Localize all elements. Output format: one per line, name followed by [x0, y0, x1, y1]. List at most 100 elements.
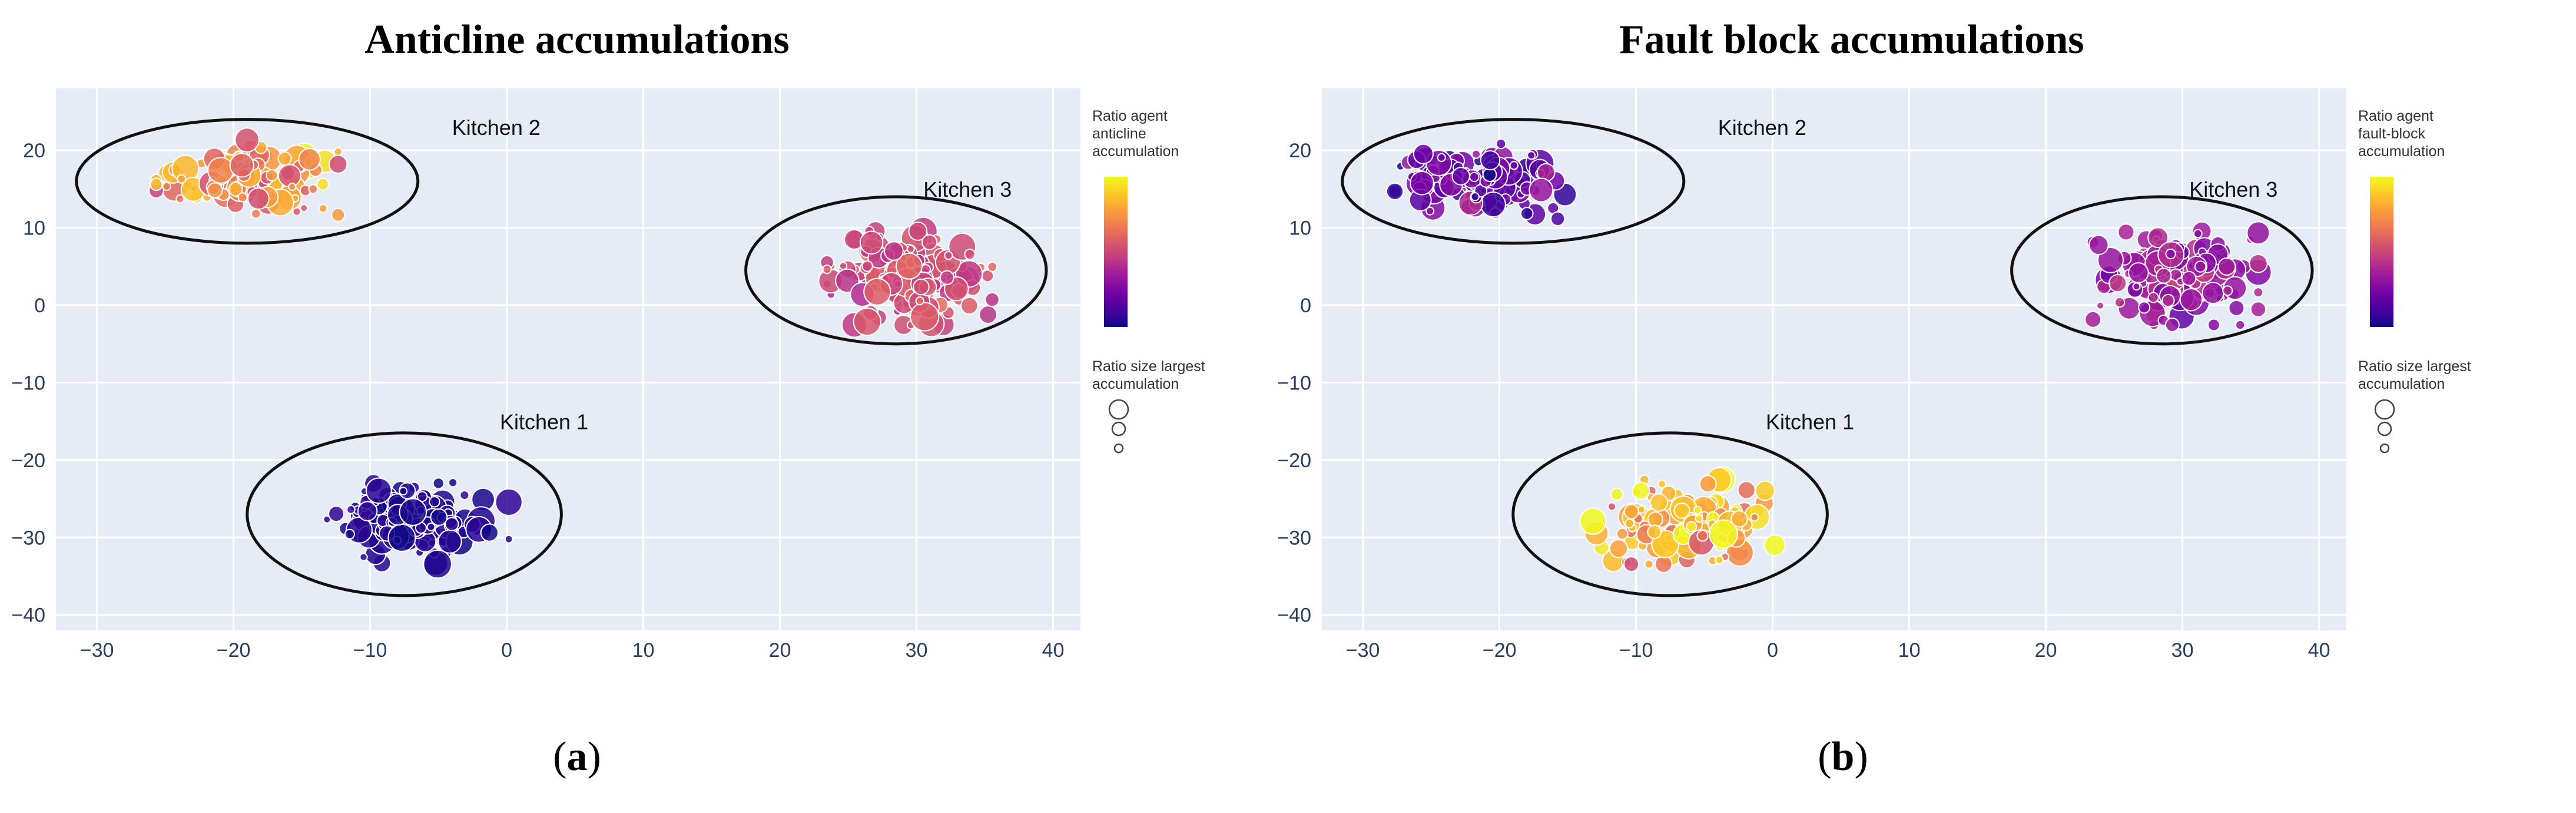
- cluster-ellipse: [246, 431, 563, 597]
- data-point: [432, 477, 445, 490]
- data-point: [277, 164, 301, 188]
- scatter-plot-fault-block: −30 −20 −10 0 10 20 30 40 −40 −30 −20 −10 0 10 20 Kitch…: [1277, 88, 2471, 662]
- data-point: [1649, 493, 1669, 512]
- panel-letter: a: [566, 734, 588, 779]
- data-point: [2246, 221, 2270, 245]
- size-legend-title: accumulation: [1092, 376, 1179, 392]
- colorbar-title: Ratio agent: [2358, 108, 2434, 124]
- x-tick-label: 10: [632, 639, 655, 662]
- data-point: [1673, 502, 1690, 519]
- data-point: [2097, 246, 2124, 273]
- size-legend-marker: [1111, 421, 1126, 437]
- x-tick-label: −30: [80, 639, 114, 662]
- data-point: [328, 154, 348, 174]
- x-tick-label: −20: [217, 639, 251, 662]
- panel-title: Anticline accumulations: [364, 17, 790, 62]
- data-point: [1610, 487, 1624, 501]
- colorbar: [1104, 177, 1128, 327]
- data-point: [1529, 177, 1554, 203]
- y-tick-label: −10: [1277, 372, 1311, 394]
- data-point: [448, 478, 458, 488]
- data-point: [430, 508, 448, 526]
- cluster-ellipse: [1341, 118, 1686, 245]
- y-tick-label: 20: [23, 140, 45, 162]
- data-point: [1410, 170, 1434, 196]
- colorbar-title: Ratio agent: [1092, 108, 1168, 124]
- data-point: [2181, 270, 2197, 286]
- data-point: [859, 230, 884, 255]
- colorbar-title: accumulation: [1092, 143, 1179, 160]
- data-point: [853, 307, 881, 336]
- x-tick-label: 30: [2171, 639, 2194, 662]
- data-point: [1715, 555, 1724, 564]
- data-point: [423, 549, 452, 579]
- data-point: [2235, 319, 2246, 331]
- data-point: [1520, 207, 1534, 220]
- panel-anticline: Anticline accumulations −30 −20 −10 0 10 20 30…: [0, 0, 1266, 813]
- data-point: [177, 174, 187, 184]
- data-point: [822, 265, 832, 275]
- cluster-ellipse: [2010, 195, 2314, 346]
- y-tick-label: −30: [1277, 527, 1311, 549]
- data-point: [1763, 534, 1786, 557]
- data-point: [344, 528, 355, 540]
- data-point: [1470, 192, 1480, 201]
- x-tick-label: −30: [1346, 639, 1380, 662]
- data-point: [234, 127, 260, 153]
- x-tick-label: 40: [2308, 639, 2330, 662]
- cluster-ellipse: [75, 118, 420, 245]
- x-tick-label: 0: [501, 639, 512, 662]
- data-point: [308, 184, 319, 194]
- data-point: [2117, 223, 2135, 241]
- data-point: [2088, 234, 2109, 256]
- data-point: [1750, 513, 1759, 522]
- y-tick-label: 10: [23, 217, 45, 240]
- cluster-label: Kitchen 1: [1766, 409, 1854, 434]
- data-point: [1451, 167, 1470, 186]
- y-tick-label: 0: [34, 295, 45, 317]
- data-point: [1647, 524, 1662, 540]
- data-point: [863, 277, 891, 306]
- data-point: [2207, 318, 2220, 332]
- data-point: [915, 296, 924, 306]
- data-point: [1709, 519, 1738, 549]
- data-point: [2164, 318, 2180, 332]
- data-point: [416, 491, 428, 503]
- data-point: [207, 182, 223, 199]
- data-point: [2202, 282, 2224, 305]
- cluster-label: Kitchen 2: [452, 115, 541, 140]
- data-point: [1623, 556, 1640, 573]
- data-point: [1737, 481, 1756, 500]
- data-point: [1695, 514, 1703, 523]
- y-tick-label: 20: [1289, 140, 1311, 162]
- data-point: [861, 260, 873, 272]
- data-point: [333, 147, 343, 156]
- data-point: [2161, 293, 2175, 308]
- data-point: [387, 523, 416, 553]
- x-tick-label: 40: [1042, 639, 1065, 662]
- data-point: [2253, 287, 2264, 298]
- y-tick-label: −10: [11, 372, 45, 394]
- data-point: [884, 241, 904, 261]
- data-point: [1425, 206, 1435, 216]
- y-tick-label: −20: [11, 450, 45, 472]
- data-point: [228, 181, 243, 197]
- y-tick-label: −40: [1277, 604, 1311, 627]
- data-point: [2084, 310, 2102, 328]
- data-point: [1607, 502, 1617, 511]
- size-legend-title: Ratio size largest: [1092, 358, 1205, 375]
- data-point: [346, 505, 356, 514]
- panel-label: (b): [1818, 734, 1868, 779]
- data-point: [1686, 521, 1698, 533]
- data-point: [162, 181, 171, 191]
- data-point: [2147, 227, 2169, 249]
- data-point: [987, 262, 998, 272]
- cluster-label: Kitchen 1: [500, 409, 588, 434]
- data-point: [504, 534, 513, 544]
- data-point: [298, 148, 321, 171]
- data-point: [2193, 229, 2203, 239]
- size-legend-marker: [2377, 421, 2392, 437]
- data-point: [979, 305, 998, 324]
- data-point: [237, 192, 248, 203]
- data-point: [277, 151, 292, 166]
